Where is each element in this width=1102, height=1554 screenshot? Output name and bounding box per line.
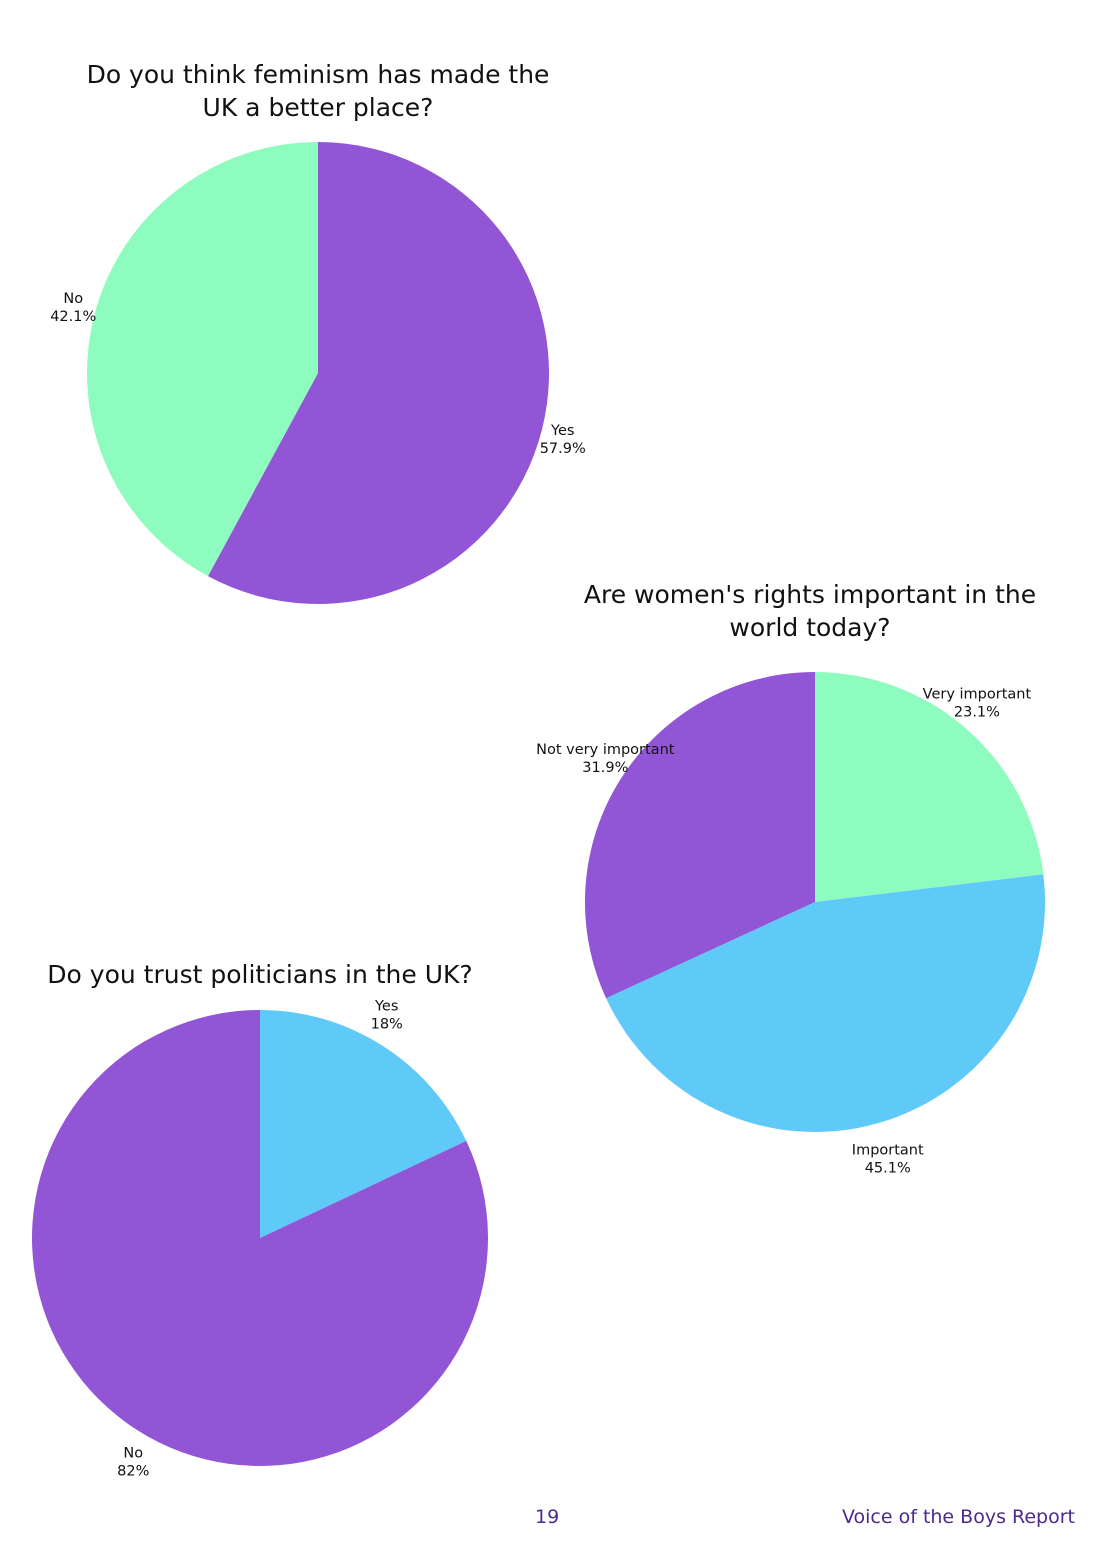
pie-slice (815, 672, 1044, 902)
slice-label: Very important (923, 686, 1032, 702)
report-name: Voice of the Boys Report (841, 1506, 1075, 1528)
pie-slice (207, 142, 550, 604)
pie-slice (31, 1010, 488, 1466)
pie-slice (584, 672, 815, 999)
slice-label: Not very important (536, 742, 675, 758)
slice-value-label: 23.1% (954, 704, 1000, 720)
page-number: 19 (535, 1506, 560, 1528)
slice-value-label: 31.9% (582, 760, 628, 776)
slice-value-label: 42.1% (50, 309, 96, 325)
slice-label: Yes (550, 423, 574, 439)
pie-slice (87, 142, 318, 577)
chart-title: Do you think feminism has made the UK a … (86, 60, 550, 122)
chart-title: Do you trust politicians in the UK? (47, 960, 473, 989)
slice-value-label: 57.9% (540, 441, 586, 457)
slice-value-label: 82% (117, 1463, 149, 1479)
slice-label: No (63, 291, 83, 307)
slice-label: Important (852, 1143, 924, 1159)
pie-slice (606, 874, 1045, 1132)
slice-value-label: 18% (371, 1017, 403, 1033)
pie-slice (260, 1010, 467, 1238)
slice-label: No (123, 1445, 143, 1461)
slice-label: Yes (374, 999, 398, 1015)
chart-title: Are women's rights important in the worl… (583, 580, 1037, 642)
slice-value-label: 45.1% (865, 1161, 911, 1177)
